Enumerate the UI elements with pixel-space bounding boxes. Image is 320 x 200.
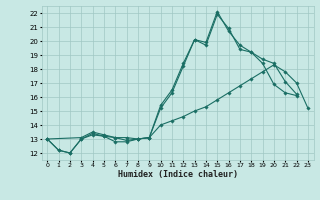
X-axis label: Humidex (Indice chaleur): Humidex (Indice chaleur) — [118, 170, 237, 179]
